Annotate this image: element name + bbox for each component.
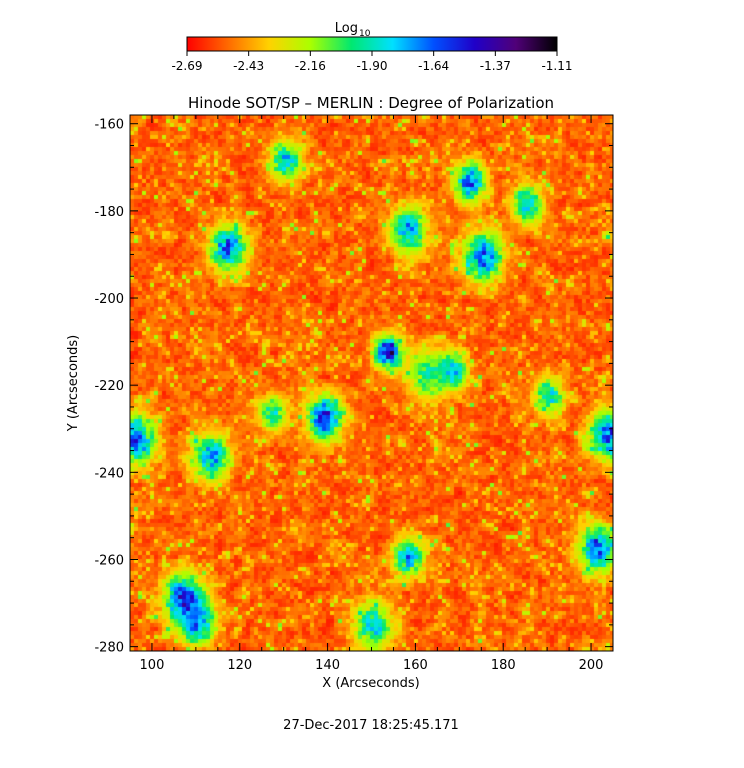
x-tick-label: 160 [403, 658, 428, 673]
colorbar-label-base: Log [335, 21, 358, 36]
colorbar-tick-label: -1.37 [480, 59, 511, 73]
colorbar-ticks: -2.69 -2.43 -2.16 -1.90 -1.64 -1.37 -1.11 [171, 51, 573, 73]
colorbar-label-subscript: 10 [359, 29, 371, 39]
y-tick-label: -160 [94, 118, 124, 133]
heatmap-area [130, 115, 613, 651]
y-axis-label: Y (Arcseconds) [66, 335, 81, 432]
colorbar-tick-label: -1.90 [356, 59, 387, 73]
footer-timestamp: 27-Dec-2017 18:25:45.171 [283, 718, 459, 733]
x-axis: 100 120 140 160 180 200 [129, 115, 614, 673]
colorbar-tick-label: -2.69 [171, 59, 202, 73]
colorbar-gradient [186, 36, 558, 52]
colorbar: Log 10 -2.69 -2.43 -2.16 -1.90 -1.64 -1.37 -1.… [171, 21, 572, 73]
y-tick-label: -200 [94, 292, 124, 307]
x-tick-label: 100 [140, 658, 165, 673]
colorbar-tick-label: -2.16 [295, 59, 326, 73]
x-tick-label: 180 [491, 658, 516, 673]
chart-title: Hinode SOT/SP – MERLIN : Degree of Polar… [188, 94, 554, 112]
y-axis: -160 -180 -200 -220 -240 -260 -280 [94, 118, 613, 656]
y-tick-label: -220 [94, 379, 124, 394]
y-tick-label: -280 [94, 641, 124, 656]
colorbar-tick-label: -2.43 [233, 59, 264, 73]
colorbar-tick-label: -1.64 [418, 59, 449, 73]
x-tick-label: 140 [315, 658, 340, 673]
y-tick-label: -240 [94, 466, 124, 481]
x-tick-label: 200 [579, 658, 604, 673]
x-axis-label: X (Arcseconds) [322, 676, 419, 691]
x-tick-label: 120 [227, 658, 252, 673]
y-tick-label: -260 [94, 553, 124, 568]
y-tick-label: -180 [94, 205, 124, 220]
colorbar-tick-label: -1.11 [541, 59, 572, 73]
